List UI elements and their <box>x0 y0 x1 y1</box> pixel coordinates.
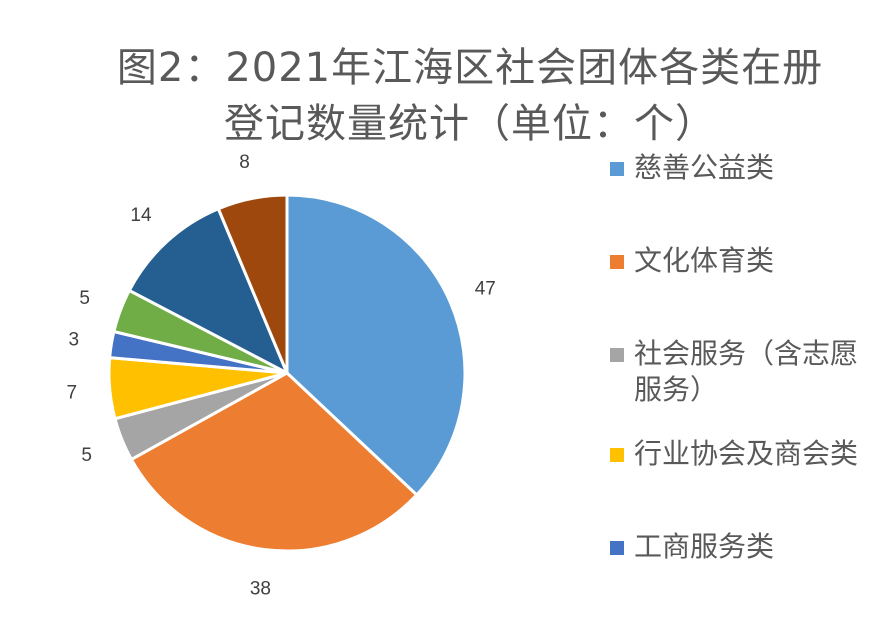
pie-data-label-0: 47 <box>475 278 496 299</box>
legend-item-industry-association: 行业协会及商会类 <box>596 436 888 529</box>
pie-slice-1 <box>129 371 419 553</box>
chart-title-line-2: 登记数量统计（单位：个） <box>224 101 716 147</box>
chart-title-line-1: 图2：2021年江海区社会团体各类在册 <box>116 45 824 91</box>
pie-slices <box>107 193 467 553</box>
legend-swatch <box>610 348 624 362</box>
legend-item-culture-sports: 文化体育类 <box>596 243 888 336</box>
chart-title: 图2：2021年江海区社会团体各类在册 登记数量统计（单位：个） <box>0 40 888 152</box>
legend-swatch <box>610 162 624 176</box>
legend-swatch <box>610 255 624 269</box>
pie-slice-6 <box>127 206 290 377</box>
pie-data-label-2: 5 <box>81 445 92 466</box>
pie-data-label-5: 5 <box>79 288 90 309</box>
pie-data-label-6: 14 <box>130 205 152 226</box>
legend-label: 慈善公益类 <box>634 151 775 184</box>
legend-item-social-service: 社会服务（含志愿 服务） <box>596 336 888 436</box>
pie-data-label-3: 7 <box>67 383 78 404</box>
legend-label-line-2: 服务） <box>634 373 719 406</box>
pie-chart: 47 38 5 7 3 5 14 8 <box>67 152 496 599</box>
legend-item-business-service: 工商服务类 <box>596 529 888 622</box>
legend-swatch <box>610 541 624 555</box>
legend-label-line-1: 社会服务（含志愿 <box>634 337 859 370</box>
legend-label: 工商服务类 <box>634 530 775 563</box>
legend-item-charity: 慈善公益类 <box>596 150 888 243</box>
legend-label: 行业协会及商会类 <box>634 437 859 470</box>
pie-data-label-4: 3 <box>69 329 80 350</box>
pie-data-labels: 47 38 5 7 3 5 14 8 <box>67 152 496 599</box>
chart-legend: 慈善公益类 文化体育类 社会服务（含志愿 服务） 行业协会及商会类 工商服务类 <box>596 150 888 622</box>
pie-slice-7 <box>216 193 289 374</box>
legend-label: 文化体育类 <box>634 244 775 277</box>
pie-slice-0 <box>285 193 467 498</box>
pie-data-label-7: 8 <box>239 152 250 173</box>
legend-swatch <box>610 448 624 462</box>
pie-data-label-1: 38 <box>250 578 271 599</box>
